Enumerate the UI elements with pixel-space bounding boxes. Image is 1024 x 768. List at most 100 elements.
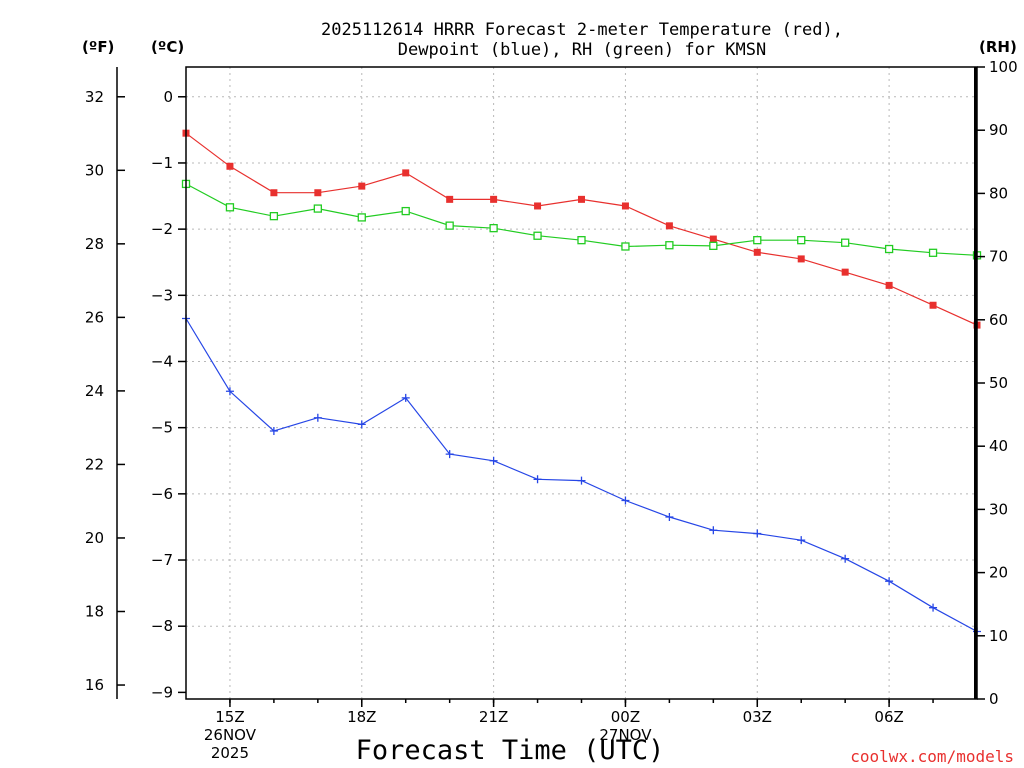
rh-tick-label: 90 <box>989 121 1008 139</box>
temperature-point <box>226 162 234 170</box>
dewpoint-line <box>185 318 978 633</box>
data-series <box>181 129 982 636</box>
rh-tick-label: 40 <box>989 437 1008 455</box>
rh-point <box>445 221 454 230</box>
chart-title-line2: Dewpoint (blue), RH (green) for KMSN <box>398 40 766 60</box>
rh-tick-label: 0 <box>989 690 999 708</box>
celsius-unit-label: (ºC) <box>151 38 184 56</box>
rh-point <box>489 224 498 233</box>
time-tick-label: 06Z <box>874 708 903 726</box>
rh-point <box>665 241 674 250</box>
temperature-point <box>446 195 454 203</box>
fahrenheit-tick-label: 32 <box>85 88 104 106</box>
dewpoint-point <box>885 577 894 586</box>
rh-tick-label: 60 <box>989 311 1008 329</box>
chart-title-line1: 2025112614 HRRR Forecast 2-meter Tempera… <box>321 20 843 40</box>
fahrenheit-tick-label: 24 <box>85 382 104 400</box>
rh-point <box>928 248 938 257</box>
rh-tick-label: 20 <box>989 564 1008 582</box>
rh-point <box>225 203 235 212</box>
x-axis-label: Forecast Time (UTC) <box>356 735 665 766</box>
temperature-point <box>665 222 673 230</box>
dewpoint-point <box>313 413 322 422</box>
rh-point <box>797 236 806 245</box>
temperature-point <box>929 301 937 309</box>
dewpoint-point <box>225 387 234 396</box>
fahrenheit-tick-label: 18 <box>85 602 104 620</box>
rh-point <box>313 204 322 213</box>
time-tick-label: 00Z <box>611 708 640 726</box>
temperature-point <box>270 189 278 197</box>
rh-tick-label: 50 <box>989 374 1008 392</box>
celsius-tick-label: 0 <box>163 88 173 106</box>
temperature-point <box>358 182 366 190</box>
temperature-point <box>402 169 410 177</box>
dewpoint-point <box>357 420 366 429</box>
dewpoint-point <box>401 393 410 402</box>
time-tick-label: 27NOV <box>599 726 652 744</box>
celsius-tick-label: −3 <box>151 286 173 304</box>
rh-tick-label: 80 <box>989 184 1008 202</box>
celsius-tick-label: −5 <box>151 419 173 437</box>
rh-point <box>753 236 762 245</box>
celsius-tick-label: −6 <box>151 485 173 503</box>
rh-point <box>533 231 542 240</box>
fahrenheit-tick-label: 20 <box>85 529 104 547</box>
rh-tick-label: 30 <box>989 500 1008 518</box>
rh-point <box>709 241 718 251</box>
fahrenheit-tick-label: 22 <box>85 455 104 473</box>
dewpoint-point <box>929 603 938 612</box>
temperature-point <box>578 195 585 203</box>
dewpoint-point <box>797 536 806 545</box>
rh-line <box>185 183 978 256</box>
rh-point <box>269 212 279 221</box>
time-tick-label: 03Z <box>743 708 772 726</box>
dewpoint-point <box>841 554 850 563</box>
dewpoint-point <box>445 450 454 459</box>
dewpoint-point <box>533 475 542 484</box>
time-tick-label: 15Z <box>215 708 244 726</box>
grid-lines <box>186 67 977 699</box>
dewpoint-point <box>665 513 674 522</box>
time-tick-label: 18Z <box>347 708 376 726</box>
temperature-point <box>709 235 717 243</box>
celsius-tick-label: −9 <box>151 683 173 701</box>
rh-point <box>401 206 410 216</box>
rh-tick-label: 100 <box>989 58 1018 76</box>
celsius-tick-label: −4 <box>151 352 173 370</box>
rh-tick-label: 10 <box>989 627 1008 645</box>
dewpoint-point <box>489 456 498 465</box>
dewpoint-point <box>753 529 762 538</box>
fahrenheit-tick-label: 26 <box>85 308 104 326</box>
rh-tick-label: 70 <box>989 248 1008 266</box>
time-tick-label: 21Z <box>479 708 508 726</box>
axes <box>116 66 985 707</box>
fahrenheit-tick-label: 30 <box>85 161 104 179</box>
rh-point <box>884 244 894 254</box>
temperature-point <box>490 195 498 203</box>
rh-point <box>621 242 630 251</box>
dewpoint-point <box>577 476 586 485</box>
temperature-point <box>621 202 629 210</box>
fahrenheit-tick-label: 28 <box>85 235 104 253</box>
dewpoint-point <box>269 426 278 435</box>
rh-unit-label: (RH) <box>979 38 1017 56</box>
rh-point <box>841 238 850 247</box>
temperature-point <box>885 281 893 289</box>
celsius-tick-label: −2 <box>151 220 173 238</box>
rh-point <box>577 236 586 245</box>
temperature-point <box>841 268 849 276</box>
fahrenheit-tick-label: 16 <box>85 676 104 694</box>
temperature-point <box>314 189 322 197</box>
temperature-point <box>797 255 805 263</box>
credit-link[interactable]: coolwx.com/models <box>850 747 1014 766</box>
temperature-point <box>534 202 542 210</box>
celsius-tick-label: −7 <box>151 551 173 569</box>
temperature-point <box>753 248 761 256</box>
dewpoint-point <box>621 496 630 505</box>
celsius-tick-label: −8 <box>151 617 173 635</box>
dewpoint-point <box>709 526 718 535</box>
plot-frame <box>185 66 978 700</box>
